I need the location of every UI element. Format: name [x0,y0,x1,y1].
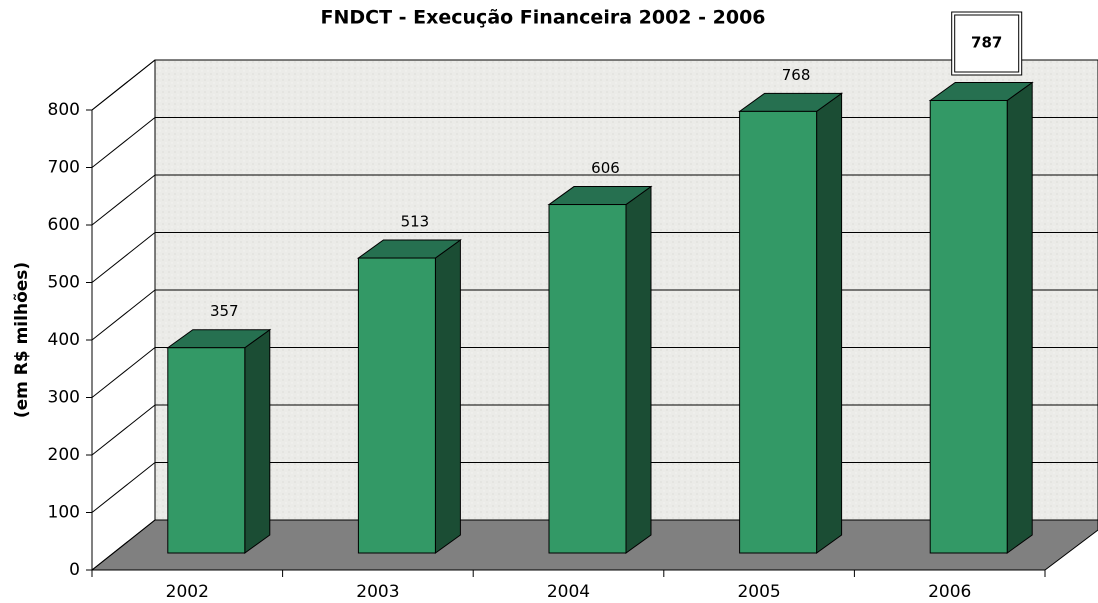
bar [739,110,818,554]
side-grid-line [91,404,156,456]
bar-side [625,185,652,554]
side-grid-line [91,289,156,341]
bar [357,257,436,554]
bar [167,347,246,554]
y-tick-label: 500 [48,273,80,293]
y-tick-label: 700 [48,158,80,178]
x-tick-label: 2006 [928,582,971,602]
bar [929,99,1008,554]
value-label: 357 [210,302,239,320]
y-tick-label: 100 [48,503,80,523]
x-tick-label: 2002 [166,582,209,602]
y-tick-label: 200 [48,445,80,465]
bar-side [244,328,271,554]
x-tick-label: 2003 [356,582,399,602]
y-tick-label: 800 [48,100,80,120]
side-grid-line [91,59,156,111]
side-grid-line [91,462,156,513]
x-tick-label: 2005 [737,582,780,602]
side-grid-line [91,232,156,283]
value-label-box [951,11,1023,76]
side-grid-line [91,347,156,398]
y-tick-label: 400 [48,330,80,350]
x-tick-label: 2004 [547,582,590,602]
bar-side [434,239,461,554]
value-label: 768 [782,66,811,84]
chart-title: FNDCT - Execução Financeira 2002 - 2006 [320,7,765,29]
value-label-box-inner [954,14,1020,73]
side-grid-line [91,117,156,168]
bar-side [1006,81,1033,554]
value-label: 787 [971,34,1002,52]
y-tick-label: 300 [48,388,80,408]
y-tick-label: 600 [48,215,80,235]
bar-side [816,92,843,554]
value-label: 513 [401,213,430,231]
y-axis-label: (em R$ milhões) [12,262,32,418]
side-grid-line [91,519,156,571]
y-tick-label: 0 [69,560,80,580]
bar [548,204,627,554]
side-grid-line [91,174,156,226]
value-label: 606 [591,159,620,177]
